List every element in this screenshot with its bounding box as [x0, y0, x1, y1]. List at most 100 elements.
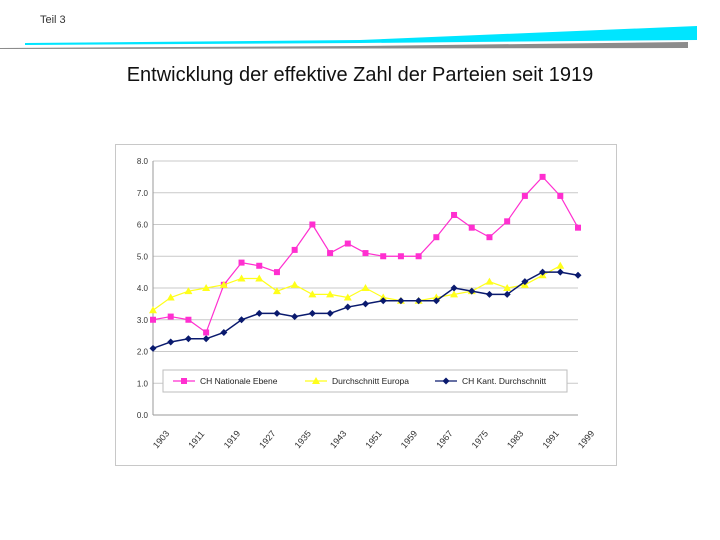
data-point [362, 300, 369, 308]
data-point [503, 290, 511, 298]
chart-legend: CH Nationale Ebene Durchschnitt Europa CH … [162, 369, 568, 393]
y-tick-label: 8.0 [137, 157, 149, 166]
data-point [503, 284, 512, 291]
x-tick-label: 1911 [186, 429, 206, 450]
data-point [273, 309, 281, 317]
data-point [451, 211, 458, 218]
y-tick-label: 3.0 [137, 316, 149, 325]
data-point [202, 335, 210, 343]
data-point [255, 274, 264, 282]
x-tick-label: 1991 [540, 429, 561, 451]
x-tick-label: 1975 [470, 429, 491, 451]
data-point [238, 259, 245, 266]
data-point [344, 240, 351, 247]
data-point [504, 218, 511, 225]
data-point [184, 335, 192, 343]
data-point [291, 313, 299, 321]
data-point [202, 284, 211, 291]
data-point [343, 293, 352, 301]
data-point [291, 246, 298, 253]
data-point [485, 290, 493, 298]
data-point [256, 262, 263, 269]
data-point [344, 303, 352, 311]
x-tick-label: 1903 [151, 429, 172, 451]
data-point [184, 287, 193, 295]
data-point [521, 192, 528, 199]
chart-frame: 0.0 1.0 2.0 3.0 4.0 5.0 6.0 7.0 8.0 CH Nationale… [115, 144, 617, 466]
data-point [237, 274, 246, 282]
header-gray-bar [0, 42, 688, 49]
slide-title: Entwicklung der effektive Zahl der Parte… [126, 64, 594, 86]
y-tick-label: 2.0 [137, 348, 149, 357]
data-point [167, 313, 174, 320]
data-point [326, 309, 334, 317]
data-point [521, 278, 529, 286]
data-point [574, 271, 582, 279]
data-point [309, 221, 316, 228]
data-point [379, 293, 388, 301]
x-tick-label: 1959 [399, 429, 420, 451]
data-point [272, 287, 281, 295]
data-point [326, 290, 335, 298]
line-chart: 0.0 1.0 2.0 3.0 4.0 5.0 6.0 7.0 8.0 CH Nationale… [137, 157, 597, 451]
data-point [575, 224, 581, 231]
y-tick-label: 6.0 [137, 221, 149, 230]
data-point [290, 280, 299, 288]
x-tick-labels: 1903 1911 1919 1927 1935 1943 1951 1959 1967 1975… [151, 429, 597, 451]
data-point [203, 329, 210, 336]
data-point [149, 306, 157, 314]
x-tick-label: 1951 [363, 429, 384, 451]
data-point [556, 261, 565, 269]
legend-label: CH Kant. Durchschnitt [462, 376, 547, 386]
legend-marker [181, 378, 187, 384]
data-point [361, 284, 370, 291]
legend-marker [312, 377, 320, 384]
header-cyan-swoosh [25, 26, 697, 45]
data-point [450, 284, 458, 292]
data-point [238, 316, 246, 324]
legend-label: CH Nationale Ebene [200, 376, 278, 386]
data-point [433, 234, 440, 241]
x-tick-label: 1935 [293, 429, 314, 451]
series-line-1 [152, 265, 561, 311]
data-point [185, 316, 192, 323]
data-point [432, 297, 440, 305]
data-point [397, 253, 404, 260]
data-point [468, 224, 475, 231]
data-point [362, 250, 369, 257]
data-point [219, 280, 228, 288]
y-tick-label: 5.0 [137, 252, 149, 261]
data-point [380, 253, 387, 260]
data-point [450, 290, 459, 298]
data-point [468, 287, 476, 295]
x-tick-label: 1967 [434, 429, 455, 451]
x-tick-label: 1927 [257, 429, 278, 451]
data-point [415, 253, 422, 260]
y-tick-label: 7.0 [137, 189, 149, 198]
axis-layer: 0.0 1.0 2.0 3.0 4.0 5.0 6.0 7.0 8.0 [137, 157, 154, 420]
data-point [166, 293, 175, 301]
legend-label: Durchschnitt Europa [332, 376, 409, 386]
x-tick-label: 1999 [576, 429, 597, 451]
data-point [308, 290, 317, 298]
data-point [556, 268, 564, 276]
legend-marker [442, 377, 450, 385]
data-point [415, 297, 423, 305]
legend-box [162, 369, 568, 393]
data-point [486, 234, 493, 241]
y-tick-label: 0.0 [137, 411, 149, 420]
data-point [220, 328, 228, 336]
y-tick-label: 1.0 [137, 379, 149, 388]
data-point [167, 338, 175, 346]
header-decoration-band [0, 26, 697, 49]
data-point [539, 268, 547, 276]
data-point [397, 297, 405, 305]
x-tick-label: 1919 [222, 429, 243, 451]
data-point [327, 250, 334, 257]
series-layer [149, 173, 582, 352]
x-tick-label: 1983 [505, 429, 526, 451]
data-point [485, 277, 494, 285]
data-point [273, 269, 280, 276]
data-point [539, 173, 546, 180]
data-point [557, 192, 564, 199]
